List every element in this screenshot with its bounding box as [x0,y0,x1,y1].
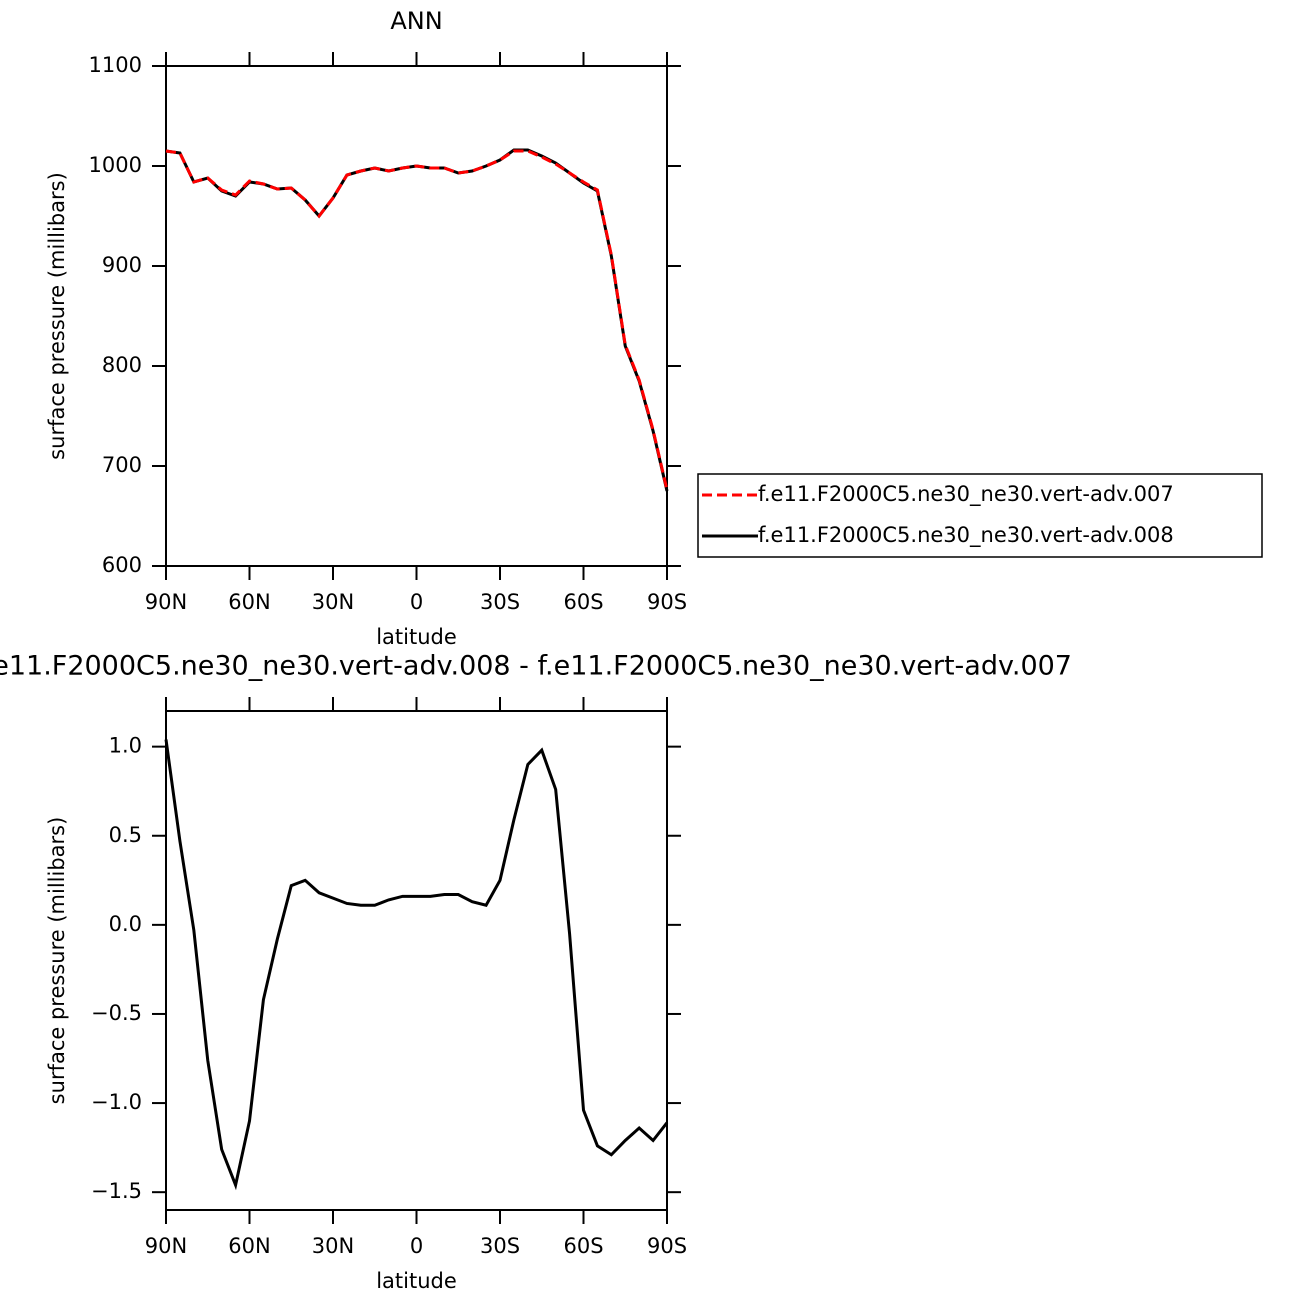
x-tick-label: 60S [563,590,603,614]
x-tick-label: 90S [647,590,687,614]
x-tick-label: 30S [480,1234,520,1258]
y-tick-label: −1.5 [91,1179,142,1203]
y-tick-label: 1.0 [109,734,142,758]
legend-box [697,473,1263,558]
data-line [164,739,669,1191]
x-tick-label: 60N [228,590,270,614]
chart-title: ANN [390,7,442,35]
y-tick-label: 0.5 [109,823,142,847]
x-tick-label: 30S [480,590,520,614]
y-tick-label: 700 [102,453,142,477]
y-tick-label: 900 [102,253,142,277]
x-axis-label: latitude [376,625,457,649]
y-tick-label: −1.0 [91,1090,142,1114]
x-axis-label: latitude [376,1269,457,1293]
x-tick-label: 90S [647,1234,687,1258]
x-tick-label: 60S [563,1234,603,1258]
legend-label: f.e11.F2000C5.ne30_ne30.vert-adv.008 [758,523,1174,548]
y-tick-label: −0.5 [91,1001,142,1025]
x-tick-label: 90N [145,1234,187,1258]
x-tick-label: 0 [410,1234,423,1258]
y-axis-label: surface pressure (millibars) [45,817,69,1105]
x-tick-label: 90N [145,590,187,614]
data-line [165,148,669,492]
y-tick-label: 600 [102,553,142,577]
data-line [165,149,669,491]
y-tick-label: 1000 [89,153,142,177]
y-axis-label: surface pressure (millibars) [45,172,69,460]
chart-title: f.e11.F2000C5.ne30_ne30.vert-adv.008 - f… [0,651,1072,682]
plot-frame [165,65,668,567]
legend-label: f.e11.F2000C5.ne30_ne30.vert-adv.007 [758,482,1174,507]
y-tick-label: 800 [102,353,142,377]
x-tick-label: 0 [410,590,423,614]
y-tick-label: 1100 [89,53,142,77]
x-tick-label: 60N [228,1234,270,1258]
x-tick-label: 30N [312,590,354,614]
x-tick-label: 30N [312,1234,354,1258]
y-tick-label: 0.0 [109,912,142,936]
